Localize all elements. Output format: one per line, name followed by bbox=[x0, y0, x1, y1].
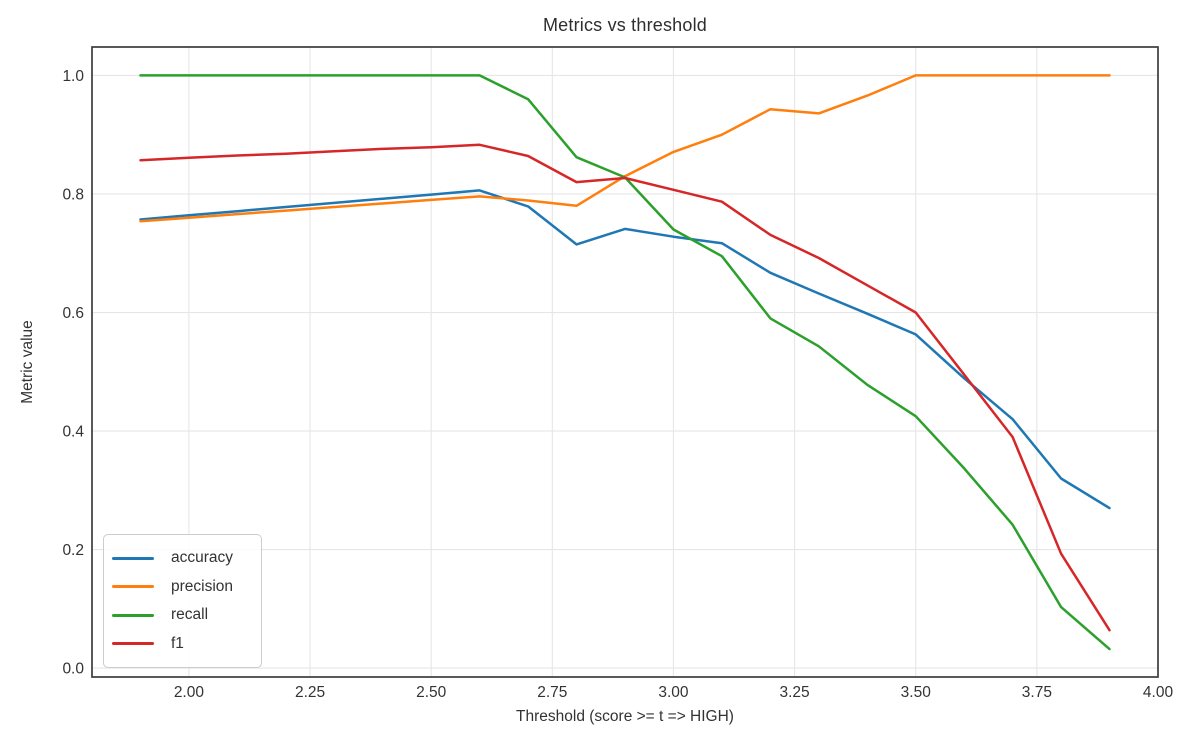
legend-item-accuracy: accuracy bbox=[112, 544, 245, 573]
legend-swatch-accuracy bbox=[112, 556, 154, 560]
x-tick-label: 2.25 bbox=[295, 684, 325, 701]
axes-spines bbox=[91, 46, 1159, 678]
x-tick-label: 3.25 bbox=[780, 684, 810, 701]
series-line-f1 bbox=[139, 143, 1111, 632]
legend-item-precision: precision bbox=[112, 573, 245, 602]
legend-item-recall: recall bbox=[112, 601, 245, 630]
legend-label: accuracy bbox=[171, 549, 234, 567]
x-tick-label: 2.75 bbox=[537, 684, 567, 701]
legend-label: precision bbox=[171, 577, 234, 595]
x-tick-label: 2.00 bbox=[174, 684, 205, 701]
legend-item-f1: f1 bbox=[112, 630, 245, 659]
y-tick-label: 0.0 bbox=[62, 661, 84, 678]
series-line-accuracy bbox=[139, 189, 1111, 510]
x-tick-label: 2.50 bbox=[416, 684, 447, 701]
legend-label: recall bbox=[171, 606, 209, 624]
y-tick-label: 0.8 bbox=[62, 186, 84, 203]
x-axis-label: Threshold (score >= t => HIGH) bbox=[516, 708, 734, 725]
legend-swatch-f1 bbox=[112, 642, 154, 646]
legend-swatch-recall bbox=[112, 613, 154, 617]
legend-swatch-precision bbox=[112, 585, 154, 589]
y-axis-label: Metric value bbox=[19, 320, 36, 404]
x-tick-label: 3.75 bbox=[1022, 684, 1052, 701]
x-tick-label: 3.00 bbox=[658, 684, 689, 701]
legend-label: f1 bbox=[171, 634, 184, 652]
chart-title: Metrics vs threshold bbox=[542, 15, 708, 35]
x-tick-label: 4.00 bbox=[1143, 684, 1174, 701]
series-line-precision bbox=[139, 74, 1111, 223]
x-tick-label: 3.50 bbox=[901, 684, 932, 701]
legend: accuracy precision recall f1 bbox=[103, 534, 262, 668]
y-tick-label: 0.4 bbox=[62, 424, 84, 441]
y-tick-label: 1.0 bbox=[62, 68, 84, 85]
y-tick-label: 0.6 bbox=[62, 305, 84, 322]
y-tick-label: 0.2 bbox=[62, 542, 84, 559]
series-line-recall bbox=[139, 74, 1111, 651]
